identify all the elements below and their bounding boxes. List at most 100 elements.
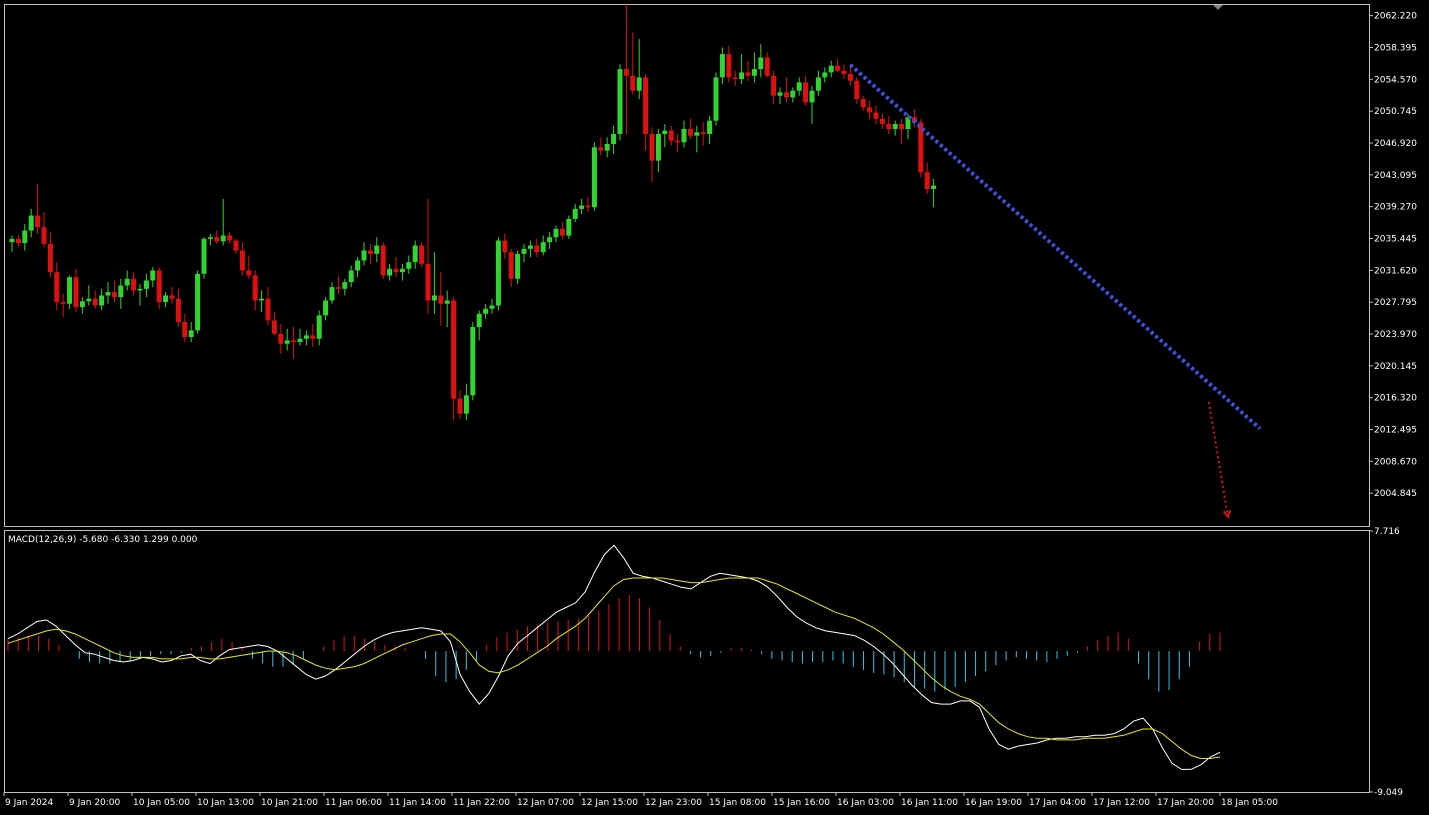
- candle-body: [771, 75, 777, 96]
- price-tick-label: 2058.395: [1374, 43, 1417, 53]
- time-tick-label: 11 Jan 06:00: [325, 798, 382, 808]
- candle-body: [412, 245, 418, 263]
- candle-body: [259, 298, 265, 301]
- candle-body: [163, 295, 169, 303]
- time-tick-label: 10 Jan 13:00: [197, 798, 254, 808]
- price-tick-label: 2054.570: [1374, 75, 1417, 85]
- candle-body: [329, 287, 335, 301]
- time-tick-label: 10 Jan 05:00: [133, 798, 190, 808]
- time-tick-label: 9 Jan 2024: [5, 798, 53, 808]
- macd-axis: 7.716 -9.049: [1369, 527, 1403, 798]
- candle-body: [246, 270, 252, 276]
- candle-body: [726, 54, 732, 78]
- trend-line[interactable]: [849, 63, 1262, 431]
- candle-body: [739, 72, 745, 80]
- time-axis: 9 Jan 2024 9 Jan 20:00 10 Jan 05:00 10 Jan …: [3, 792, 1278, 808]
- macd-lines: [7, 544, 1221, 770]
- candle-body: [604, 143, 610, 151]
- candle-body: [764, 57, 770, 76]
- candle-body: [188, 330, 194, 338]
- time-tick-label: 12 Jan 15:00: [581, 798, 638, 808]
- candle-body: [847, 74, 853, 81]
- candle-body: [751, 69, 757, 76]
- candle-body: [694, 132, 700, 136]
- time-tick-label: 15 Jan 08:00: [709, 798, 766, 808]
- price-tick-label: 2050.745: [1374, 107, 1417, 117]
- candle-body: [508, 252, 514, 279]
- candle-body: [790, 90, 796, 98]
- candle-body: [137, 288, 143, 291]
- candle-body: [841, 70, 847, 75]
- signal-line: [7, 577, 1221, 759]
- candle-body: [515, 253, 521, 279]
- candle-body: [335, 287, 341, 289]
- candle-body: [156, 270, 162, 303]
- candle-body: [15, 238, 21, 244]
- candle-body: [111, 292, 117, 298]
- candle-body: [361, 250, 367, 261]
- candle-body: [79, 301, 85, 308]
- candle-body: [643, 77, 649, 135]
- candle-body: [796, 82, 802, 91]
- candle-body: [777, 92, 783, 96]
- candle-body: [374, 245, 380, 254]
- candle-body: [60, 302, 66, 304]
- candle-body: [476, 313, 482, 328]
- candle-body: [387, 268, 393, 276]
- candle-body: [822, 72, 828, 78]
- candle-body: [886, 124, 892, 130]
- candle-body: [713, 77, 719, 121]
- candle-body: [303, 335, 309, 339]
- candle-body: [143, 280, 149, 289]
- candle-body: [527, 245, 533, 249]
- candle-body: [611, 134, 617, 144]
- candle-body: [431, 295, 437, 301]
- candle-body: [483, 308, 489, 314]
- chart-shift-marker[interactable]: [1213, 5, 1223, 10]
- macd-line: [7, 544, 1221, 770]
- price-tick-label: 2023.970: [1374, 330, 1417, 340]
- candle-body: [918, 122, 924, 173]
- candle-body: [828, 65, 834, 73]
- price-tick-label: 2046.920: [1374, 139, 1417, 149]
- candle-body: [399, 268, 405, 273]
- candle-body: [873, 112, 879, 120]
- candle-body: [419, 245, 425, 264]
- candle-body: [22, 230, 28, 244]
- candle-body: [559, 228, 565, 236]
- candle-body: [655, 134, 661, 161]
- candle-body: [150, 270, 156, 281]
- candle-body: [547, 237, 553, 243]
- candle-body: [687, 129, 693, 136]
- candle-body: [425, 263, 431, 301]
- candle-body: [579, 205, 585, 209]
- candle-body: [284, 340, 290, 344]
- candle-body: [758, 57, 764, 70]
- candle-body: [220, 235, 226, 242]
- price-tick-label: 2039.270: [1374, 203, 1417, 213]
- candle-body: [803, 82, 809, 103]
- candle-body: [323, 300, 329, 316]
- time-tick-label: 9 Jan 20:00: [69, 798, 121, 808]
- time-tick-label: 17 Jan 04:00: [1029, 798, 1086, 808]
- candle-body: [182, 322, 188, 338]
- candle-body: [406, 262, 412, 269]
- price-tick-label: 2020.145: [1374, 362, 1417, 372]
- candle-body: [585, 205, 591, 208]
- candle-body: [732, 77, 738, 80]
- price-tick-label: 2027.795: [1374, 298, 1417, 308]
- time-tick-label: 16 Jan 19:00: [965, 798, 1022, 808]
- time-tick-label: 16 Jan 03:00: [837, 798, 894, 808]
- candle-body: [745, 72, 751, 76]
- time-tick-label: 10 Jan 21:00: [261, 798, 318, 808]
- macd-title: MACD(12,26,9) -5.680 -6.330 1.299 0.000: [8, 535, 198, 545]
- candle-body: [169, 295, 175, 299]
- candle-body: [35, 215, 41, 228]
- candle-body: [867, 107, 873, 113]
- candle-body: [668, 130, 674, 141]
- forecast-arrow[interactable]: [1207, 401, 1229, 518]
- candle-body: [73, 277, 79, 308]
- candle-body: [310, 335, 316, 339]
- candle-body: [598, 147, 604, 151]
